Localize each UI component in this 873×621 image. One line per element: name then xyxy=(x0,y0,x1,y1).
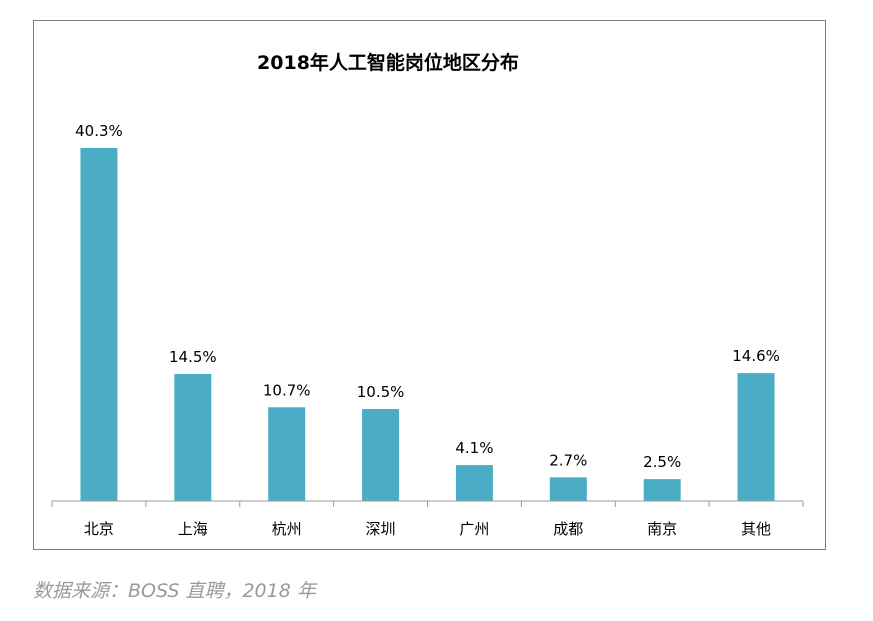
data-label: 10.7% xyxy=(263,381,311,399)
bar xyxy=(737,373,775,501)
data-label: 4.1% xyxy=(455,439,493,457)
data-label: 40.3% xyxy=(75,122,123,140)
data-label: 14.5% xyxy=(169,348,217,366)
bars-layer xyxy=(80,148,775,501)
x-tick-label: 南京 xyxy=(647,520,677,538)
source-note: 数据来源：BOSS 直聘，2018 年 xyxy=(33,580,316,602)
chart-frame: 2018年人工智能岗位地区分布 40.3% 北京 14.5% 上海 10.7% 杭州 10.… xyxy=(33,20,826,550)
x-tick-label: 成都 xyxy=(553,520,583,538)
x-tick-label: 广州 xyxy=(459,520,489,538)
x-tick-label: 北京 xyxy=(84,520,114,538)
bar xyxy=(80,148,118,501)
bar xyxy=(643,479,681,501)
bar xyxy=(455,465,493,501)
bar xyxy=(174,373,212,501)
chart-title: 2018年人工智能岗位地区分布 xyxy=(257,51,519,74)
bar-chart: 2018年人工智能岗位地区分布 40.3% 北京 14.5% 上海 10.7% 杭州 10.… xyxy=(51,51,804,538)
x-tick-label: 其他 xyxy=(741,520,771,538)
bar xyxy=(268,407,306,501)
data-label: 14.6% xyxy=(732,347,780,365)
data-label: 2.5% xyxy=(643,453,681,471)
labels-layer: 40.3% 北京 14.5% 上海 10.7% 杭州 10.5% 深圳 4.1% 广州 2.7% 成都… xyxy=(75,122,780,538)
x-tick-label: 深圳 xyxy=(366,520,396,538)
x-tick-label: 上海 xyxy=(178,520,208,538)
bar xyxy=(362,409,400,501)
data-label: 10.5% xyxy=(357,383,405,401)
bar xyxy=(549,477,587,501)
data-label: 2.7% xyxy=(549,451,587,469)
x-tick-label: 杭州 xyxy=(272,520,302,538)
x-axis-ticks xyxy=(51,501,804,507)
